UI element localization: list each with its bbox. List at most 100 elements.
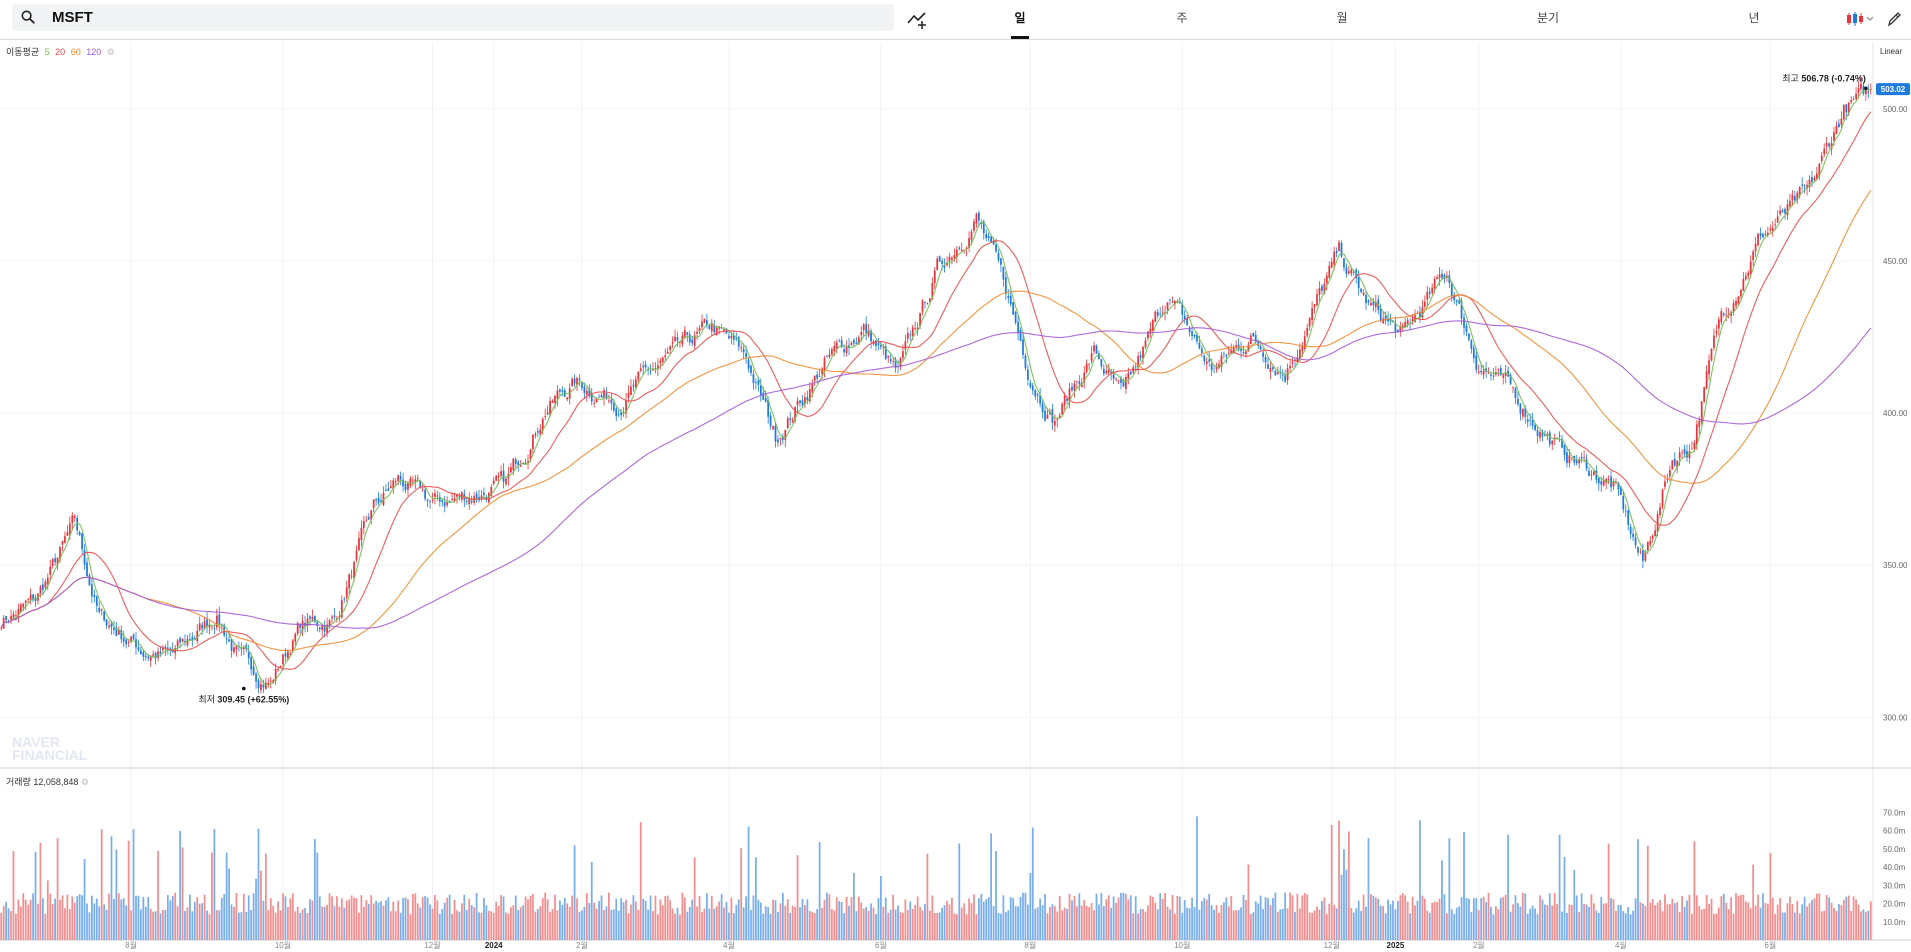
volume-bar [1431, 902, 1434, 940]
x-axis-label: 2월 [576, 940, 588, 950]
volume-bar [799, 907, 801, 940]
volume-bar [1267, 898, 1269, 940]
candle-body [1389, 318, 1392, 322]
volume-bar [517, 910, 520, 940]
tab-month[interactable]: 월 [1336, 11, 1348, 25]
search-input[interactable] [40, 4, 880, 31]
candle [1445, 271, 1448, 282]
volume-bar [1737, 895, 1740, 940]
annotation-label: 최저 309.45 (+62.55%) [198, 695, 289, 705]
candle-body [710, 322, 713, 332]
candle-body [985, 233, 988, 239]
volume-bar [1262, 909, 1264, 940]
volume-bar [549, 911, 551, 940]
candle-body [654, 368, 657, 369]
candle [1526, 414, 1529, 428]
candle-body [267, 682, 270, 685]
candle-body [669, 346, 672, 350]
candle-body [1536, 430, 1539, 437]
volume-bar [625, 899, 627, 940]
volume-bar [1061, 910, 1064, 940]
candle [1027, 364, 1029, 386]
candle-body [22, 603, 25, 608]
candle-body [549, 401, 551, 415]
candle-body [1171, 301, 1174, 303]
annotation-value: 506.78 (-0.74%) [1801, 73, 1866, 83]
candle-body [1360, 288, 1363, 293]
volume-bar [39, 842, 42, 940]
candle [576, 376, 578, 392]
settings-icon[interactable]: ⚙ [106, 47, 115, 57]
candle-body [1612, 481, 1615, 487]
candle-body [353, 562, 355, 579]
candle-body [1411, 318, 1414, 322]
volume-bar [806, 899, 809, 940]
volume-bar [1284, 892, 1287, 940]
candle [12, 610, 15, 620]
volume-bar [1617, 905, 1620, 940]
candle-body [411, 480, 414, 482]
candle-body [1235, 345, 1238, 348]
candle-body [1610, 476, 1612, 488]
volume-bar [1027, 904, 1029, 940]
search-box[interactable] [12, 4, 894, 31]
volume-bar [1862, 909, 1865, 940]
candle-body [740, 347, 743, 349]
scale-mode-toggle[interactable]: Linear [1880, 47, 1903, 56]
candle [1144, 337, 1147, 350]
candle [585, 387, 588, 402]
volume-bar [1597, 913, 1600, 940]
candle-body [250, 657, 253, 670]
candle-body [1068, 388, 1071, 402]
candle-body [41, 584, 44, 590]
candle-body [696, 331, 698, 334]
candle [206, 612, 208, 634]
volume-bar [1411, 896, 1414, 940]
candle [855, 336, 858, 345]
volume-bar [1102, 906, 1105, 940]
candle-body [1129, 371, 1132, 375]
tab-day[interactable]: 일 [1000, 0, 1040, 39]
volume-bar [12, 851, 15, 940]
candle-body [1041, 403, 1044, 413]
settings-icon[interactable]: ⚙ [80, 777, 89, 787]
candle [1215, 362, 1218, 373]
candle [456, 493, 458, 504]
tab-week[interactable]: 주 [1176, 11, 1188, 25]
candle-body [762, 392, 765, 400]
candle-body [919, 313, 921, 327]
candle [973, 218, 975, 233]
candle-body [639, 368, 642, 371]
volume-bar [551, 909, 554, 940]
candle-body [850, 342, 853, 346]
candle-body [502, 470, 505, 482]
volume-bar [313, 839, 316, 940]
volume-bar [1298, 908, 1301, 940]
candle-body [1793, 196, 1796, 201]
candle-body [1196, 334, 1198, 342]
annotation-label: 최고 506.78 (-0.74%) [1782, 73, 1866, 83]
candle-body [1330, 261, 1333, 268]
candle-body [193, 638, 196, 640]
volume-bar [1497, 909, 1500, 940]
add-indicator-icon[interactable] [906, 8, 928, 30]
volume-bar [1443, 894, 1446, 940]
volume-bar [1200, 901, 1203, 940]
volume-bar [1803, 896, 1806, 940]
volume-bar [117, 893, 120, 940]
volume-bar [666, 895, 669, 940]
candle [1480, 363, 1483, 376]
tab-year[interactable]: 년 [1748, 11, 1760, 25]
candle [1860, 76, 1862, 92]
volume-bar [1041, 905, 1044, 940]
candlestick-icon[interactable] [1845, 10, 1875, 28]
tab-quarter[interactable]: 분기 [1536, 11, 1560, 25]
candle-body [1223, 353, 1225, 355]
volume-bar [372, 903, 375, 940]
volume-bar [1823, 910, 1826, 940]
candle [997, 249, 1000, 263]
candle-body [235, 646, 238, 650]
pencil-icon[interactable] [1886, 10, 1902, 28]
candle-body [772, 426, 774, 430]
